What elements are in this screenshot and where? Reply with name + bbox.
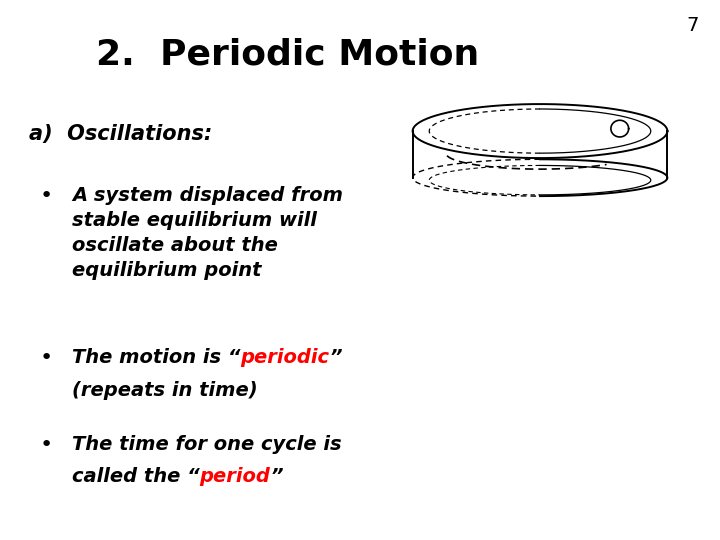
Text: The motion is “: The motion is “ bbox=[72, 348, 240, 367]
Text: 2.  Periodic Motion: 2. Periodic Motion bbox=[96, 38, 480, 72]
Text: (repeats in time): (repeats in time) bbox=[72, 381, 258, 400]
Text: A system displaced from
stable equilibrium will
oscillate about the
equilibrium : A system displaced from stable equilibri… bbox=[72, 186, 343, 280]
Text: a)  Oscillations:: a) Oscillations: bbox=[29, 124, 212, 144]
Text: •: • bbox=[40, 435, 53, 455]
Text: called the “: called the “ bbox=[72, 467, 199, 486]
Text: The time for one cycle is: The time for one cycle is bbox=[72, 435, 341, 454]
Text: periodic: periodic bbox=[240, 348, 329, 367]
Text: •: • bbox=[40, 348, 53, 368]
Text: ”: ” bbox=[329, 348, 342, 367]
Text: 7: 7 bbox=[686, 16, 698, 35]
Text: ”: ” bbox=[271, 467, 283, 486]
Text: period: period bbox=[199, 467, 271, 486]
Text: •: • bbox=[40, 186, 53, 206]
